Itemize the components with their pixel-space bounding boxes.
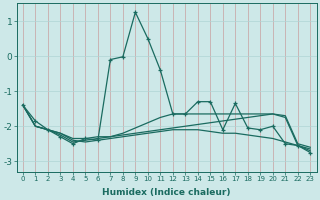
- X-axis label: Humidex (Indice chaleur): Humidex (Indice chaleur): [102, 188, 231, 197]
